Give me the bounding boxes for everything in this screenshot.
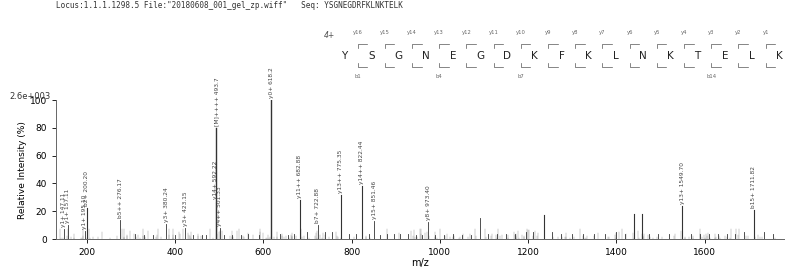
Text: b14: b14: [706, 74, 716, 79]
Text: Locus:1.1.1.1298.5 File:"20180608_001_gel_zp.wiff"   Seq: YSGNEGDRFKLNKTELK: Locus:1.1.1.1298.5 File:"20180608_001_ge…: [56, 1, 403, 10]
Text: 2.6e+003: 2.6e+003: [10, 93, 51, 101]
Text: y15: y15: [380, 30, 390, 35]
Text: b7+ 722.88: b7+ 722.88: [315, 188, 320, 223]
Text: b1: b1: [354, 74, 361, 79]
Text: L: L: [749, 51, 755, 61]
Text: 4+: 4+: [324, 31, 335, 40]
Text: [M]++++ 493.7: [M]++++ 493.7: [214, 77, 219, 126]
Text: y14: y14: [407, 30, 417, 35]
Text: y0+ 618.2: y0+ 618.2: [269, 67, 274, 98]
Text: y8: y8: [572, 30, 578, 35]
Text: N: N: [639, 51, 647, 61]
Text: y3: y3: [708, 30, 714, 35]
Text: y13: y13: [434, 30, 444, 35]
Text: F: F: [558, 51, 565, 61]
Text: y15+ 851.46: y15+ 851.46: [372, 181, 377, 219]
Text: y7: y7: [599, 30, 606, 35]
Text: y3+ 423.15: y3+ 423.15: [183, 191, 188, 226]
Text: E: E: [722, 51, 728, 61]
Text: y5: y5: [654, 30, 660, 35]
Text: Y: Y: [341, 51, 347, 61]
Text: y14+ 592.22: y14+ 592.22: [214, 161, 218, 200]
Text: N: N: [422, 51, 430, 61]
Text: S: S: [368, 51, 374, 61]
Text: y1: y1: [762, 30, 769, 35]
Text: b5++ 276.17: b5++ 276.17: [118, 178, 123, 217]
Text: y13+ 1549.70: y13+ 1549.70: [680, 162, 685, 203]
Text: y1+ 195.10: y1+ 195.10: [82, 194, 87, 229]
Y-axis label: Relative Intensity (%): Relative Intensity (%): [18, 121, 27, 219]
Text: y11: y11: [489, 30, 498, 35]
Text: K: K: [776, 51, 782, 61]
Text: y16: y16: [353, 30, 362, 35]
Text: y3+ 380.24: y3+ 380.24: [164, 187, 169, 222]
Text: y2: y2: [735, 30, 742, 35]
Text: b15+ 1711.82: b15+ 1711.82: [751, 166, 757, 208]
Text: T: T: [694, 51, 701, 61]
Text: y14++ 822.44: y14++ 822.44: [359, 141, 364, 184]
Text: y10: y10: [516, 30, 526, 35]
Text: b2+ 200.20: b2+ 200.20: [85, 172, 90, 206]
Text: G: G: [476, 51, 484, 61]
Text: y6: y6: [626, 30, 633, 35]
Text: K: K: [531, 51, 538, 61]
Text: K: K: [586, 51, 592, 61]
Text: K: K: [667, 51, 674, 61]
Text: y1+ 157.11: y1+ 157.11: [66, 189, 70, 223]
Text: y1+ 147.11: y1+ 147.11: [61, 193, 66, 227]
Text: G: G: [394, 51, 402, 61]
Text: E: E: [450, 51, 456, 61]
Text: b4: b4: [436, 74, 442, 79]
Text: L: L: [613, 51, 619, 61]
Text: y8+ 973.40: y8+ 973.40: [426, 186, 430, 220]
Text: y9: y9: [545, 30, 551, 35]
X-axis label: m/z: m/z: [411, 259, 429, 269]
Text: D: D: [503, 51, 511, 61]
Text: y13++ 775.35: y13++ 775.35: [338, 149, 343, 192]
Text: y4: y4: [681, 30, 687, 35]
Text: b7: b7: [518, 74, 524, 79]
Text: y12: y12: [462, 30, 471, 35]
Text: y11++ 682.88: y11++ 682.88: [298, 155, 302, 198]
Text: y4++ 501.33: y4++ 501.33: [218, 186, 222, 226]
